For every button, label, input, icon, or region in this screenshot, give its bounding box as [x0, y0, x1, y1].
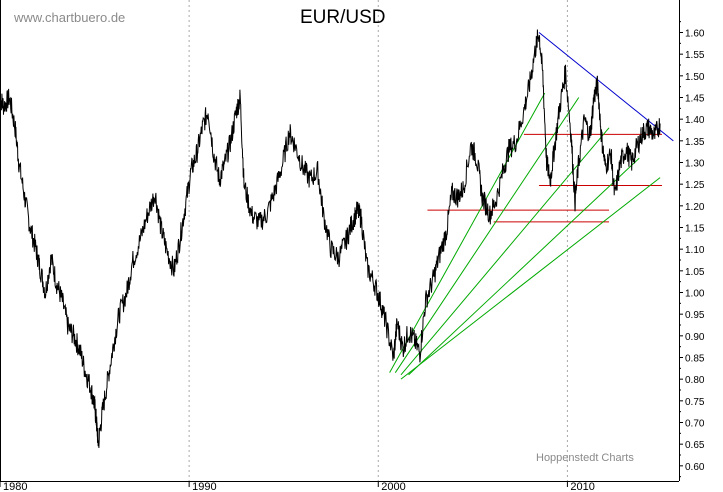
y-tick-label: 1.60 — [685, 29, 705, 40]
y-tick-label: 1.55 — [685, 50, 705, 61]
y-tick-label: 1.45 — [685, 94, 705, 105]
trend-line — [400, 127, 610, 376]
x-tick-label: 2010 — [570, 481, 594, 492]
y-tick-label: 0.90 — [685, 332, 705, 343]
y-tick-label: 0.80 — [685, 375, 705, 386]
trend-line — [389, 92, 546, 373]
y-tick-label: 0.95 — [685, 310, 705, 321]
trend-line — [538, 32, 674, 142]
y-tick-label: 1.50 — [685, 72, 705, 83]
price-series-line — [0, 29, 661, 449]
y-tick-label: 1.35 — [685, 137, 705, 148]
source-credit: Hoppenstedt Charts — [536, 452, 634, 464]
chart-title: EUR/USD — [300, 7, 386, 28]
y-tick-label: 0.75 — [685, 397, 705, 408]
y-tick-label: 1.15 — [685, 224, 705, 235]
trend-line — [408, 157, 640, 376]
y-tick-label: 1.30 — [685, 159, 705, 170]
y-tick-label: 1.10 — [685, 245, 705, 256]
x-tick-label: 1990 — [192, 481, 216, 492]
watermark-text: www.chartbuero.de — [14, 10, 126, 25]
y-tick-label: 1.00 — [685, 289, 705, 300]
y-tick-label: 0.70 — [685, 419, 705, 430]
x-tick-label: 1980 — [3, 481, 27, 492]
x-tick-label: 2000 — [381, 481, 405, 492]
trend-line — [394, 97, 580, 373]
y-tick-label: 0.65 — [685, 440, 705, 451]
y-tick-label: 1.05 — [685, 267, 705, 278]
y-tick-label: 1.40 — [685, 115, 705, 126]
y-tick-label: 1.20 — [685, 202, 705, 213]
y-tick-label: 0.60 — [685, 462, 705, 473]
y-tick-label: 0.85 — [685, 354, 705, 365]
trend-line — [400, 177, 661, 380]
y-tick-label: 1.25 — [685, 180, 705, 191]
